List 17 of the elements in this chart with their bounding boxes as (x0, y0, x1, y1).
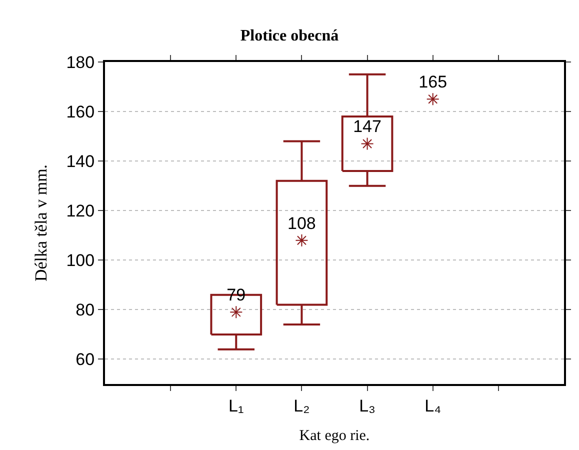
y-tick-label: 80 (76, 300, 95, 320)
y-tick-label: 100 (66, 251, 95, 270)
y-tick-label: 180 (66, 52, 95, 72)
data-label: 147 (353, 117, 382, 136)
y-tick-label: 140 (66, 152, 95, 172)
x-tick-label: L₃ (359, 396, 376, 416)
y-tick-label: 160 (66, 102, 95, 122)
x-tick-label: L₂ (294, 396, 310, 416)
chart-title: Plotice obecná (240, 27, 339, 44)
y-axis-title: Délka těla v mm. (31, 164, 50, 282)
data-label: 165 (418, 72, 448, 92)
data-label: 108 (288, 214, 316, 233)
y-tick-label: 60 (76, 350, 95, 370)
y-tick-label: 120 (66, 202, 95, 221)
x-tick-label: L₄ (424, 396, 442, 416)
x-axis-title: Kat ego rie. (299, 428, 370, 444)
x-tick-label: L₁ (228, 396, 244, 416)
